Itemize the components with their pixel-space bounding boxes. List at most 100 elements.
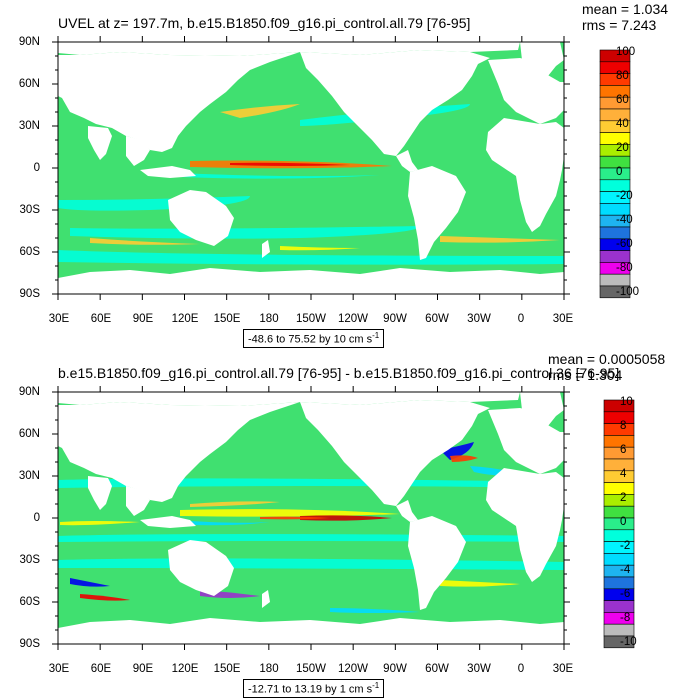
colorbar-box [603,458,635,472]
map-area [58,392,574,644]
colorbar-label: 0 [616,166,623,178]
landmass-eurasia [58,402,300,502]
colorbar-label: -100 [616,286,640,298]
x-tick-label: 120W [337,663,369,675]
colorbar-label: 4 [620,468,627,480]
y-tick-label: 30N [18,470,40,482]
landmass-europe [488,58,564,124]
colorbar-box [603,435,635,448]
y-tick-label: 0 [33,162,40,174]
colorbar-box [599,155,631,169]
landmass-nz [262,590,270,608]
x-tick-label: 60E [90,313,112,325]
x-tick-label: 150W [295,663,327,675]
x-tick-label: 30E [48,663,70,675]
anomaly-band [230,162,350,166]
anomaly-band [70,226,420,239]
x-tick-label: 120E [171,663,199,675]
contour-range-label: -48.6 to 75.52 by 10 cm s-1 [243,329,385,348]
anomaly-band [58,478,564,488]
colorbar-label: -40 [616,214,633,226]
y-tick-label: 90S [19,288,40,300]
colorbar-label: 60 [616,94,629,106]
mean-value: mean = 0.0005058 [548,351,666,367]
y-tick-label: 30S [19,554,40,566]
panel-top: UVEL at z= 197.7m, b.e15.B1850.f09_g16.p… [19,1,669,348]
colorbar-label: 80 [616,70,629,82]
landmass-seasia [126,136,150,166]
colorbar-label: -2 [620,540,631,552]
x-tick-label: 90W [383,313,407,325]
landmass-indonesia [140,166,196,178]
x-tick-label: 0 [517,663,525,675]
anomaly-band [220,104,300,118]
x-tick-label: 0 [517,313,525,325]
anomaly-band [90,238,200,245]
x-tick-label: 120E [171,313,199,325]
colorbar-box [599,285,631,299]
colorbar-box [603,505,635,519]
anomaly-band [440,580,520,587]
landmass-australia [168,190,234,246]
colorbar-label: -60 [616,238,633,250]
anomaly-band [58,250,564,265]
colorbar-box [603,600,635,613]
landmass-central-am [396,500,418,522]
contour-range-label: -12.71 to 13.19 by 1 cm s-1 [243,679,385,698]
colorbar-box [603,623,635,637]
x-tick-label: 90E [132,313,154,325]
x-tick-label: 90W [383,663,407,675]
anomaly-band [440,442,474,460]
x-tick-label: 30W [467,663,491,675]
colorbar-label: -4 [620,564,631,576]
colorbar-label: 6 [620,444,627,456]
landmass-africa [486,468,564,582]
rms-value: rms = 1.304 [548,367,623,383]
colorbar-label: 10 [620,396,633,408]
anomaly-band [80,594,130,601]
landmass-n-america [300,400,490,506]
colorbar-label: -10 [620,636,637,648]
colorbar-box [603,446,635,460]
mean-value: mean = 1.034 [582,1,669,17]
x-tick-label: 150E [213,663,241,675]
colorbar-label: 8 [620,420,627,432]
anomaly-band [190,521,270,526]
anomaly-band [280,246,360,251]
colorbar-box [603,482,635,495]
x-tick-label: 60W [425,313,449,325]
plot-title: UVEL at z= 197.7m, b.e15.B1850.f09_g16.p… [58,15,471,31]
colorbar [599,49,631,299]
map-svg [52,386,635,650]
anomaly-band [180,509,400,517]
landmass-n-america [300,50,490,156]
y-tick-label: 60N [18,428,40,440]
landmass-central-am [396,150,418,172]
x-tick-label: 30E [552,313,574,325]
landmass-australia [168,540,234,596]
colorbar-box [603,423,635,436]
colorbar-box [599,167,631,181]
x-tick-label: 60W [425,663,449,675]
colorbar [603,399,635,649]
y-tick-label: 60S [19,596,40,608]
y-tick-label: 60S [19,246,40,258]
landmass-arctic-n [58,392,520,406]
anomaly-band [330,608,420,613]
anomaly-band [440,236,560,243]
x-tick-label: 30E [48,313,70,325]
landmass-antarctica [58,618,564,644]
colorbar-box [603,494,635,507]
landmass-eurasia [58,52,300,152]
y-tick-label: 90S [19,638,40,650]
x-tick-label: 30W [467,313,491,325]
landmass-nz [262,240,270,258]
x-tick-label: 120W [337,313,369,325]
x-tick-label: 30E [552,663,574,675]
anomaly-band [70,578,110,587]
colorbar-box [599,273,631,287]
anomaly-band [300,515,392,521]
colorbar-box [603,517,635,531]
x-tick-label: 150E [213,313,241,325]
landmass-europe [488,408,564,474]
